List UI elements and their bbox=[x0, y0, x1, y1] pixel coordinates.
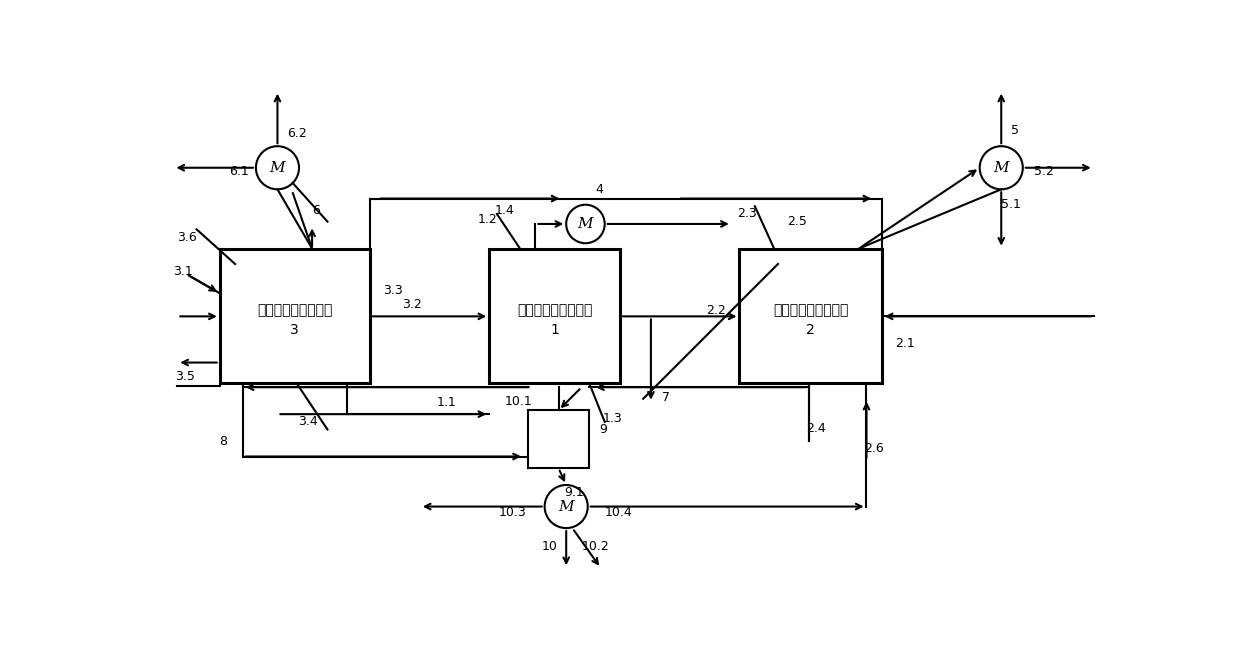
Text: M: M bbox=[578, 217, 593, 231]
Text: 2.1: 2.1 bbox=[895, 337, 915, 350]
Text: 10.4: 10.4 bbox=[605, 506, 632, 519]
Text: 5: 5 bbox=[1011, 124, 1019, 137]
Text: 6.1: 6.1 bbox=[229, 165, 249, 178]
Text: 3: 3 bbox=[290, 323, 299, 337]
Text: 3.2: 3.2 bbox=[402, 298, 422, 312]
Bar bbox=[490, 249, 620, 383]
Text: 8: 8 bbox=[219, 434, 228, 447]
Text: 生物质流化床干燥炉: 生物质流化床干燥炉 bbox=[517, 303, 593, 317]
Text: 3.5: 3.5 bbox=[175, 370, 195, 383]
Bar bbox=[528, 411, 589, 468]
Text: 9: 9 bbox=[599, 423, 608, 436]
Text: 2: 2 bbox=[806, 323, 815, 337]
Bar bbox=[219, 249, 370, 383]
Text: 1.1: 1.1 bbox=[436, 396, 456, 409]
Text: 3.3: 3.3 bbox=[383, 284, 403, 298]
Text: 10.3: 10.3 bbox=[498, 506, 526, 519]
Text: 10: 10 bbox=[542, 540, 557, 553]
Text: 7: 7 bbox=[662, 391, 671, 404]
Text: 5.1: 5.1 bbox=[1001, 198, 1021, 211]
Text: 3.1: 3.1 bbox=[172, 265, 192, 279]
Text: 生物质流化床热解炉: 生物质流化床热解炉 bbox=[773, 303, 848, 317]
Text: 1.4: 1.4 bbox=[495, 203, 515, 216]
Text: 3.6: 3.6 bbox=[177, 230, 197, 244]
Text: 6.2: 6.2 bbox=[286, 127, 306, 140]
Text: 1.3: 1.3 bbox=[603, 411, 622, 424]
Text: 2.6: 2.6 bbox=[864, 442, 884, 455]
Text: 2.3: 2.3 bbox=[738, 207, 758, 220]
Text: M: M bbox=[558, 500, 574, 513]
Text: 1.2: 1.2 bbox=[477, 213, 497, 226]
Text: 生物质流化床反应器: 生物质流化床反应器 bbox=[257, 303, 332, 317]
Text: 2.4: 2.4 bbox=[806, 422, 826, 434]
Text: 3.4: 3.4 bbox=[299, 415, 319, 428]
Text: 2.2: 2.2 bbox=[707, 304, 727, 317]
Text: 10.1: 10.1 bbox=[505, 395, 532, 408]
Bar bbox=[739, 249, 882, 383]
Text: 10.2: 10.2 bbox=[582, 540, 609, 553]
Text: 1: 1 bbox=[551, 323, 559, 337]
Text: 5.2: 5.2 bbox=[1034, 165, 1054, 178]
Text: 6: 6 bbox=[312, 203, 320, 216]
Text: 2.5: 2.5 bbox=[787, 215, 807, 228]
Text: 9.1: 9.1 bbox=[564, 486, 584, 499]
Text: M: M bbox=[269, 161, 285, 175]
Text: 4: 4 bbox=[595, 183, 603, 196]
Text: M: M bbox=[993, 161, 1009, 175]
